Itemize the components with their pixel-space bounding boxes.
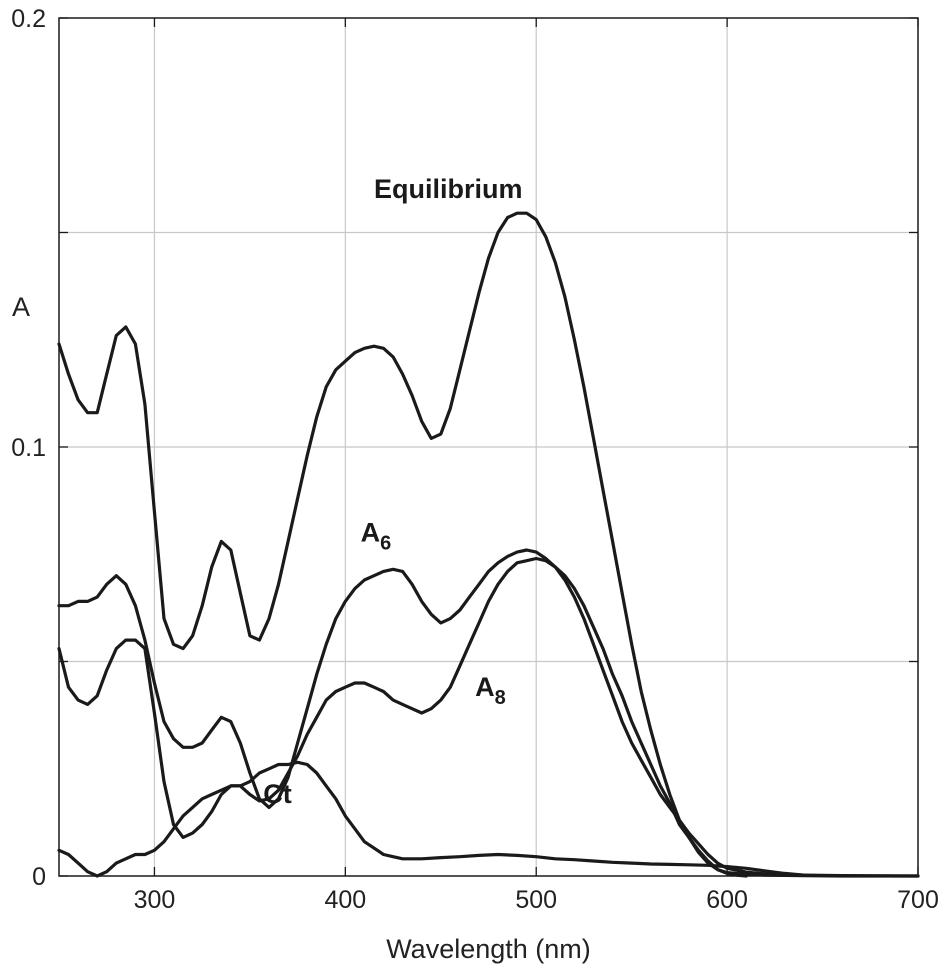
plot-lines <box>57 211 920 878</box>
series-label-a8: A8 <box>475 672 506 709</box>
y-tick-label: 0.1 <box>11 434 46 462</box>
y-tick-label: 0 <box>32 863 46 891</box>
series-line-a8 <box>57 556 748 878</box>
series-line-equilibrium <box>57 211 920 878</box>
series-label-ct: Ct <box>263 779 292 809</box>
y-axis-title: A <box>12 292 30 322</box>
series-line-a6 <box>57 548 920 878</box>
x-tick-label: 600 <box>706 886 748 914</box>
x-tick-label: 400 <box>324 886 366 914</box>
grid <box>59 18 918 876</box>
series-label-equilibrium: Equilibrium <box>374 174 523 204</box>
x-tick-label: 300 <box>134 886 176 914</box>
axis-ticks: 300 400 500 600 700 0 0.1 0.2 <box>11 5 939 914</box>
series-line-ct <box>57 760 806 878</box>
x-tick-label: 700 <box>897 886 939 914</box>
x-tick-label: 500 <box>515 886 557 914</box>
series-label-a6: A6 <box>361 517 392 554</box>
y-tick-label: 0.2 <box>11 5 46 33</box>
series-labels: Equilibrium A6 A8 Ct <box>263 174 522 809</box>
x-axis-title: Wavelength (nm) <box>386 934 591 964</box>
